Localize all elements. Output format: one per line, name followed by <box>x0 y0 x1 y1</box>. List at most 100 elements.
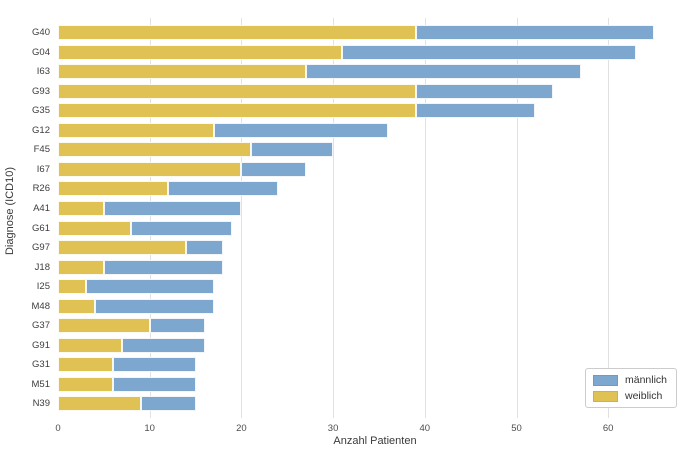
bar-segment-weiblich-G35 <box>58 103 416 119</box>
y-tick-label-A41: A41 <box>33 202 50 214</box>
gridline-10 <box>150 18 151 418</box>
y-tick-label-G37: G37 <box>32 320 50 332</box>
bar-row-M48 <box>58 298 214 314</box>
legend-entry-männlich: männlich <box>593 374 667 386</box>
bar-segment-weiblich-G61 <box>58 220 132 236</box>
bar-segment-männlich-M48 <box>94 298 214 314</box>
x-tick-label-50: 50 <box>511 423 522 434</box>
x-tick-label-10: 10 <box>144 423 155 434</box>
bar-segment-männlich-G35 <box>415 103 535 119</box>
bar-row-R26 <box>58 181 279 197</box>
y-tick-label-G40: G40 <box>32 27 50 38</box>
bar-row-I67 <box>58 161 306 177</box>
legend: männlich weiblich <box>585 368 678 408</box>
bar-row-I63 <box>58 64 581 80</box>
bar-row-G91 <box>58 337 205 353</box>
bar-segment-männlich-I25 <box>85 279 214 295</box>
y-tick-label-F45: F45 <box>33 144 50 156</box>
y-tick-label-G31: G31 <box>32 359 50 371</box>
bar-segment-männlich-F45 <box>250 142 334 158</box>
bar-segment-männlich-I63 <box>305 64 581 80</box>
bar-segment-weiblich-A41 <box>58 200 104 216</box>
y-tick-label-G97: G97 <box>32 242 50 254</box>
bar-row-G31 <box>58 357 196 373</box>
bar-segment-männlich-N39 <box>140 396 196 412</box>
bar-segment-männlich-G37 <box>149 318 205 334</box>
bar-segment-weiblich-M51 <box>58 376 114 392</box>
y-tick-label-M48: M48 <box>31 300 50 312</box>
y-tick-label-J18: J18 <box>34 261 50 273</box>
bar-segment-weiblich-M48 <box>58 298 95 314</box>
bar-segment-männlich-R26 <box>168 181 279 197</box>
bar-row-I25 <box>58 279 214 295</box>
bar-segment-weiblich-G31 <box>58 357 114 373</box>
y-tick-label-G35: G35 <box>32 105 50 117</box>
bar-segment-männlich-G91 <box>122 337 205 353</box>
x-axis-title: Anzahl Patienten <box>333 435 417 447</box>
bar-segment-weiblich-J18 <box>58 259 104 275</box>
bar-segment-männlich-G40 <box>415 25 655 40</box>
x-tick-label-30: 30 <box>327 423 339 434</box>
bar-segment-weiblich-G12 <box>58 122 214 138</box>
bar-segment-männlich-G61 <box>131 220 233 236</box>
y-tick-label-G04: G04 <box>32 46 50 58</box>
y-tick-label-M51: M51 <box>31 378 50 390</box>
gridline-40 <box>425 18 426 418</box>
x-tick-label-40: 40 <box>419 423 431 434</box>
bar-segment-männlich-G04 <box>342 44 636 60</box>
y-tick-label-G61: G61 <box>32 222 50 234</box>
bar-segment-weiblich-N39 <box>58 396 141 412</box>
bar-segment-männlich-G31 <box>113 357 196 373</box>
bar-segment-männlich-A41 <box>103 200 242 216</box>
y-tick-label-G91: G91 <box>32 339 50 351</box>
bar-segment-weiblich-F45 <box>58 142 251 158</box>
bar-segment-weiblich-I63 <box>58 64 306 80</box>
bar-segment-männlich-J18 <box>103 259 224 275</box>
x-tick-label-20: 20 <box>236 423 247 434</box>
bar-row-F45 <box>58 142 334 158</box>
bar-segment-weiblich-I25 <box>58 279 86 295</box>
bar-segment-männlich-I67 <box>241 161 306 177</box>
bar-segment-weiblich-G37 <box>58 318 150 334</box>
bar-segment-weiblich-G91 <box>58 337 123 353</box>
bar-row-G97 <box>58 240 224 256</box>
legend-label-weiblich: weiblich <box>625 390 663 402</box>
bar-row-G61 <box>58 220 233 236</box>
y-tick-label-R26: R26 <box>32 183 50 195</box>
y-tick-label-G93: G93 <box>32 85 50 97</box>
bar-segment-männlich-M51 <box>113 376 196 392</box>
bar-row-G12 <box>58 122 389 138</box>
gridline-20 <box>241 18 242 418</box>
bar-segment-weiblich-G40 <box>58 25 416 40</box>
bar-segment-weiblich-G97 <box>58 240 187 256</box>
y-tick-label-N39: N39 <box>32 398 50 410</box>
bar-segment-weiblich-I67 <box>58 161 242 177</box>
plot-area <box>58 18 684 418</box>
bar-segment-männlich-G97 <box>186 240 224 256</box>
gridline-30 <box>333 18 334 418</box>
y-tick-label-I25: I25 <box>36 281 50 293</box>
bar-row-G93 <box>58 83 554 99</box>
bar-segment-weiblich-G04 <box>58 44 343 60</box>
legend-entry-weiblich: weiblich <box>593 390 667 402</box>
bar-segment-männlich-G93 <box>415 83 554 99</box>
gridline-60 <box>608 18 609 418</box>
bar-row-A41 <box>58 200 242 216</box>
legend-label-männlich: männlich <box>625 374 668 386</box>
y-tick-label-I67: I67 <box>36 163 50 175</box>
bar-row-N39 <box>58 396 196 412</box>
bar-segment-männlich-G12 <box>213 122 389 138</box>
bar-segment-weiblich-G93 <box>58 83 416 99</box>
bar-segment-weiblich-R26 <box>58 181 169 197</box>
y-tick-label-G12: G12 <box>32 124 50 136</box>
bar-row-G37 <box>58 318 205 334</box>
gridline-50 <box>517 18 518 418</box>
bar-row-M51 <box>58 376 196 392</box>
legend-swatch-weiblich <box>593 390 618 402</box>
legend-swatch-männlich <box>593 374 618 386</box>
bar-row-G04 <box>58 44 636 60</box>
x-tick-label-0: 0 <box>55 423 61 434</box>
bar-row-G40 <box>58 25 655 40</box>
bar-row-G35 <box>58 103 535 119</box>
